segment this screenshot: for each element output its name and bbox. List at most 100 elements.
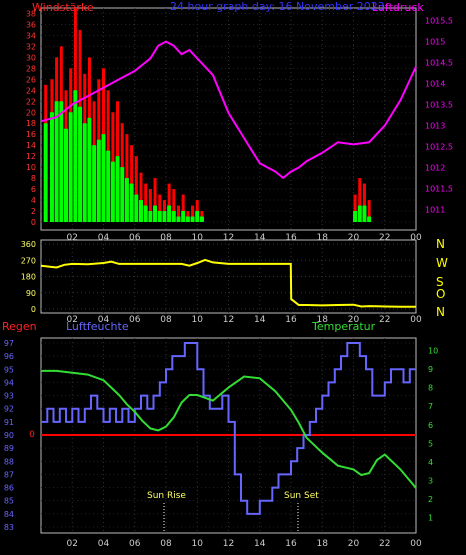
temperature-line [41, 369, 417, 489]
gust-bar [195, 211, 200, 222]
humidity-tick-label: 90 [4, 431, 14, 440]
gust-bar [43, 123, 48, 222]
direction-tick-label: 90 [26, 289, 36, 298]
humidity-tick-label: 96 [4, 352, 14, 361]
gust-bar [157, 211, 162, 222]
pressure-tick-label: 1011.5 [425, 184, 453, 193]
time-tick-label: 04 [98, 539, 110, 549]
pressure-tick-label: 1014.5 [425, 59, 453, 68]
time-tick-label: 08 [160, 315, 172, 325]
gust-bar [82, 123, 87, 222]
compass-letter: O [436, 287, 445, 301]
wind-tick-label: 14 [26, 141, 36, 150]
gust-bar [181, 211, 186, 222]
gust-bar [167, 205, 172, 222]
gust-bar [162, 211, 167, 222]
gust-bar [78, 106, 83, 222]
wind-tick-label: 30 [26, 53, 36, 62]
humidity-tick-label: 84 [4, 510, 14, 519]
pressure-axis-ticks: 1011 1011.5 1012 1012.5 1013 1013.5 1014 1014.5… [425, 17, 453, 215]
wind-bar [158, 194, 162, 222]
humidity-tick-label: 88 [4, 457, 14, 466]
humidity-tick-label: 87 [4, 470, 14, 479]
time-tick-label: 18 [317, 233, 329, 243]
wind-tick-label: 4 [31, 196, 36, 205]
temperature-tick-label: 3 [428, 477, 433, 486]
pressure-tick-label: 1012 [425, 163, 445, 172]
pressure-tick-label: 1015.5 [425, 17, 453, 26]
time-tick-label: 02 [67, 315, 78, 325]
gust-bar [73, 90, 78, 222]
direction-tick-label: 270 [21, 256, 36, 265]
wind-bar [148, 189, 152, 222]
temperature-axis-ticks: 1 2 3 4 5 6 7 8 9 10 [428, 346, 438, 522]
humidity-tick-label: 95 [4, 365, 14, 374]
time-tick-label: 06 [129, 233, 141, 243]
gust-bar [49, 112, 54, 222]
gust-bar [362, 205, 367, 222]
gust-bar [96, 139, 101, 222]
humidity-tick-label: 97 [4, 339, 14, 348]
gust-bar [115, 156, 120, 222]
wind-tick-label: 10 [26, 163, 36, 172]
gust-bar [353, 211, 358, 222]
gust-bar [148, 211, 153, 222]
pressure-tick-label: 1012.5 [425, 142, 453, 151]
wind-tick-label: 36 [26, 20, 36, 29]
humidity-tick-label: 93 [4, 392, 14, 401]
wind-bar [139, 172, 143, 222]
gust-bar [120, 167, 125, 222]
sunrise-label: Sun Rise [147, 491, 186, 501]
time-tick-label: 12 [223, 233, 234, 243]
gust-bar [134, 194, 139, 222]
time-tick-label: 12 [223, 315, 234, 325]
direction-tick-label: 180 [21, 273, 36, 282]
humidity-tick-label: 83 [4, 523, 14, 532]
humidity-line [41, 342, 416, 515]
gust-bar [143, 205, 148, 222]
wind-bar [134, 156, 138, 222]
time-tick-label: 00 [410, 539, 422, 549]
humidity-tick-label: 86 [4, 484, 14, 493]
wind-bar [353, 194, 357, 222]
gust-bars [43, 90, 372, 222]
gust-bar [87, 117, 92, 222]
wind-tick-label: 28 [26, 64, 36, 73]
gust-bar [176, 216, 181, 222]
temperature-tick-label: 4 [428, 458, 433, 467]
wind-tick-label: 38 [26, 9, 36, 18]
temperature-axis-title: Temperatur [311, 320, 376, 333]
time-tick-label: 16 [285, 539, 297, 549]
gust-bar [171, 211, 176, 222]
gust-bar [129, 183, 134, 222]
time-tick-label: 18 [317, 539, 329, 549]
time-tick-label: 06 [129, 539, 141, 549]
gust-bar [59, 101, 64, 222]
time-tick-label: 04 [98, 315, 110, 325]
temperature-tick-label: 5 [428, 439, 433, 448]
pressure-tick-label: 1011 [425, 205, 445, 214]
time-tick-label: 10 [192, 233, 204, 243]
sunset-label: Sun Set [284, 491, 319, 501]
gust-bar [357, 205, 362, 222]
wind-axis-title: Windstärke [32, 1, 94, 14]
temperature-tick-label: 2 [428, 495, 433, 504]
wind-bar [177, 205, 180, 222]
wind-tick-label: 32 [26, 42, 36, 51]
direction-axis-ticks: 0 90 180 270 360 [21, 240, 36, 314]
gust-bar [124, 178, 129, 222]
wind-tick-label: 24 [26, 86, 36, 95]
time-tick-label: 04 [98, 233, 110, 243]
humidity-tick-label: 94 [4, 378, 14, 387]
time-tick-label: 22 [379, 233, 390, 243]
pressure-axis-title: Luftdruck [372, 1, 424, 14]
time-tick-label: 20 [348, 539, 360, 549]
rain-zero-label: 0 [29, 430, 35, 440]
wind-tick-label: 12 [26, 152, 36, 161]
wind-tick-label: 0 [31, 218, 36, 227]
time-tick-label: 18 [317, 315, 329, 325]
time-tick-label: 22 [379, 539, 390, 549]
